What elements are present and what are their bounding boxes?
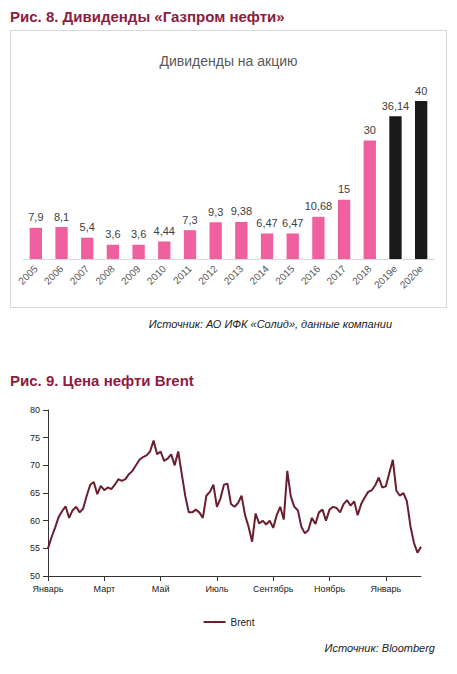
svg-text:6,47: 6,47 (282, 217, 303, 229)
svg-text:15: 15 (338, 183, 350, 195)
svg-text:3,6: 3,6 (131, 228, 146, 240)
svg-text:2018: 2018 (350, 263, 374, 287)
svg-text:2011: 2011 (171, 263, 194, 286)
html-text:Рис. 8. Дивиденды «Газпром неф: Рис. 8. Дивиденды «Газпром нефти» (10, 8, 285, 25)
svg-text:2006: 2006 (42, 263, 66, 287)
svg-text:Ноябрь: Ноябрь (314, 584, 346, 594)
svg-text:Январь: Январь (33, 584, 64, 594)
svg-text:2017: 2017 (324, 263, 348, 287)
svg-text:2005: 2005 (16, 263, 40, 287)
svg-text:Дивиденды на акцию: Дивиденды на акцию (159, 53, 297, 69)
svg-text:Май: Май (152, 584, 170, 594)
svg-text:7,3: 7,3 (182, 214, 197, 226)
svg-text:30: 30 (364, 124, 376, 136)
svg-text:10,68: 10,68 (305, 200, 333, 212)
svg-text:36,14: 36,14 (382, 100, 410, 112)
svg-text:70: 70 (30, 460, 40, 470)
svg-text:2020e: 2020e (398, 263, 426, 291)
svg-text:2012: 2012 (196, 263, 220, 287)
svg-text:50: 50 (30, 571, 40, 581)
svg-text:75: 75 (30, 433, 40, 443)
svg-text:2016: 2016 (299, 263, 323, 287)
svg-text:65: 65 (30, 488, 40, 498)
svg-text:9,3: 9,3 (208, 206, 223, 218)
svg-text:Март: Март (94, 584, 116, 594)
svg-text:2009: 2009 (119, 263, 143, 287)
html-text:Источник: Bloomberg: Источник: Bloomberg (324, 642, 435, 654)
svg-text:80: 80 (30, 405, 40, 415)
html-text:Источник: АО ИФК «Солид», данн: Источник: АО ИФК «Солид», данные компани… (148, 318, 392, 330)
svg-text:2014: 2014 (247, 263, 271, 287)
svg-text:2013: 2013 (222, 263, 246, 287)
svg-text:55: 55 (30, 543, 40, 553)
svg-text:Январь: Январь (370, 584, 401, 594)
svg-text:Brent: Brent (231, 617, 255, 628)
svg-text:40: 40 (415, 85, 427, 97)
svg-text:7,9: 7,9 (28, 211, 43, 223)
svg-text:6,47: 6,47 (256, 217, 277, 229)
svg-text:2019e: 2019e (372, 263, 400, 291)
svg-text:8,1: 8,1 (54, 211, 69, 223)
svg-text:4,44: 4,44 (154, 225, 175, 237)
svg-text:2015: 2015 (273, 263, 297, 287)
svg-text:60: 60 (30, 516, 40, 526)
svg-text:Июль: Июль (205, 584, 228, 594)
svg-text:3,6: 3,6 (105, 228, 120, 240)
svg-text:5,4: 5,4 (80, 221, 95, 233)
svg-text:2010: 2010 (145, 263, 169, 287)
svg-text:2008: 2008 (93, 263, 117, 287)
svg-text:9,38: 9,38 (231, 205, 252, 217)
html-text:Рис. 9. Цена нефти Brent: Рис. 9. Цена нефти Brent (10, 372, 194, 389)
svg-text:2007: 2007 (68, 263, 92, 287)
svg-text:Сентябрь: Сентябрь (253, 584, 294, 594)
